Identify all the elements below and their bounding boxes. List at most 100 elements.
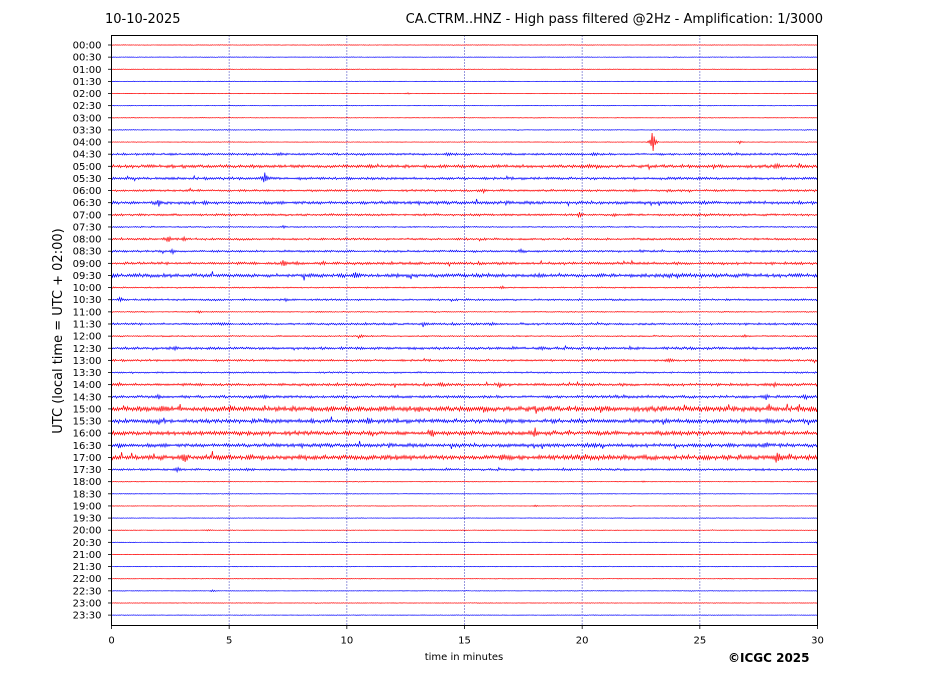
trace-10:00	[111, 285, 818, 290]
y-tick-label: 10:30	[73, 295, 102, 306]
y-tick-label: 10:00	[73, 283, 102, 294]
grid-lines	[228, 35, 701, 626]
y-tick-label: 01:00	[73, 65, 102, 76]
x-tick-label: 20	[576, 636, 589, 647]
trace-11:00	[111, 310, 818, 314]
trace-18:00	[111, 480, 818, 483]
x-axis-label: time in minutes	[425, 652, 504, 663]
y-tick-label: 03:00	[73, 113, 102, 124]
x-tick-label: 10	[340, 636, 353, 647]
trace-06:00	[111, 187, 818, 195]
trace-05:30	[111, 172, 818, 183]
y-tick-label: 08:00	[73, 235, 102, 246]
trace-02:00	[111, 92, 818, 95]
trace-19:30	[111, 517, 818, 519]
trace-02:30	[111, 104, 818, 107]
trace-18:30	[111, 493, 818, 495]
y-tick-label: 19:30	[73, 514, 102, 525]
y-tick-label: 04:30	[73, 150, 102, 161]
trace-14:00	[111, 380, 818, 389]
trace-11:30	[111, 321, 818, 328]
x-tick-label: 0	[108, 636, 114, 647]
y-tick-label: 00:30	[73, 53, 102, 64]
y-tick-label: 20:00	[73, 526, 102, 537]
trace-01:00	[111, 68, 818, 70]
y-tick-label: 18:30	[73, 489, 102, 500]
trace-22:00	[111, 578, 818, 580]
trace-04:30	[111, 151, 818, 157]
y-tick-label: 19:00	[73, 501, 102, 512]
y-tick-label: 11:00	[73, 307, 102, 318]
trace-10:30	[111, 296, 818, 303]
trace-16:00	[111, 427, 818, 438]
trace-04:00	[111, 133, 818, 152]
y-tick-label: 11:30	[73, 319, 102, 330]
trace-09:30	[111, 271, 818, 281]
trace-21:30	[111, 565, 818, 568]
trace-13:00	[111, 357, 818, 364]
y-tick-label: 16:00	[73, 429, 102, 440]
y-tick-label: 17:00	[73, 453, 102, 464]
trace-21:00	[111, 553, 818, 556]
y-tick-label: 01:30	[73, 77, 102, 88]
trace-rows	[111, 44, 818, 616]
trace-23:30	[111, 614, 818, 616]
y-tick-label: 08:30	[73, 247, 102, 258]
y-tick-label: 13:30	[73, 368, 102, 379]
x-tick-label: 5	[226, 636, 232, 647]
y-tick-label: 14:00	[73, 380, 102, 391]
y-tick-label: 06:00	[73, 186, 102, 197]
y-axis: 00:0000:3001:0001:3002:0002:3003:0003:30…	[73, 41, 112, 622]
y-tick-label: 16:30	[73, 441, 102, 452]
y-tick-label: 12:30	[73, 344, 102, 355]
trace-07:30	[111, 224, 818, 229]
trace-08:00	[111, 235, 818, 243]
trace-05:00	[111, 162, 818, 171]
y-tick-label: 15:30	[73, 417, 102, 428]
y-tick-label: 14:30	[73, 392, 102, 403]
x-tick-label: 15	[458, 636, 471, 647]
y-tick-label: 23:30	[73, 611, 102, 622]
trace-17:00	[111, 450, 818, 463]
y-tick-label: 21:00	[73, 550, 102, 561]
y-tick-label: 20:30	[73, 538, 102, 549]
trace-12:30	[111, 344, 818, 352]
y-tick-label: 03:30	[73, 125, 102, 136]
trace-15:30	[111, 416, 818, 426]
y-tick-label: 09:30	[73, 271, 102, 282]
y-tick-label: 09:00	[73, 259, 102, 270]
y-tick-label: 05:00	[73, 162, 102, 173]
trace-15:00	[111, 403, 818, 414]
y-tick-label: 13:00	[73, 356, 102, 367]
y-tick-label: 06:30	[73, 198, 102, 209]
y-tick-label: 15:00	[73, 404, 102, 415]
y-axis-label: UTC (local time = UTC + 02:00)	[51, 228, 66, 433]
trace-14:30	[111, 393, 818, 401]
y-tick-label: 02:30	[73, 101, 102, 112]
trace-03:30	[111, 129, 818, 132]
trace-00:00	[111, 44, 818, 46]
trace-19:00	[111, 504, 818, 508]
trace-03:00	[111, 116, 818, 119]
y-tick-label: 12:00	[73, 332, 102, 343]
y-tick-label: 07:30	[73, 222, 102, 233]
trace-23:00	[111, 602, 818, 604]
y-tick-label: 00:00	[73, 41, 102, 52]
trace-16:30	[111, 440, 818, 450]
trace-09:00	[111, 259, 818, 267]
y-tick-label: 07:00	[73, 210, 102, 221]
x-tick-label: 30	[811, 636, 824, 647]
y-tick-label: 23:00	[73, 598, 102, 609]
trace-06:30	[111, 198, 818, 208]
y-tick-label: 22:00	[73, 574, 102, 585]
x-axis: 0 5 10 15 20 25 30	[108, 625, 824, 647]
y-tick-label: 17:30	[73, 465, 102, 476]
trace-08:30	[111, 247, 818, 256]
header-date: 10-10-2025	[105, 12, 181, 27]
x-tick-label: 25	[693, 636, 706, 647]
trace-01:30	[111, 80, 818, 83]
copyright-notice: ©ICGC 2025	[728, 651, 810, 665]
y-tick-label: 21:30	[73, 562, 102, 573]
y-tick-label: 02:00	[73, 89, 102, 100]
